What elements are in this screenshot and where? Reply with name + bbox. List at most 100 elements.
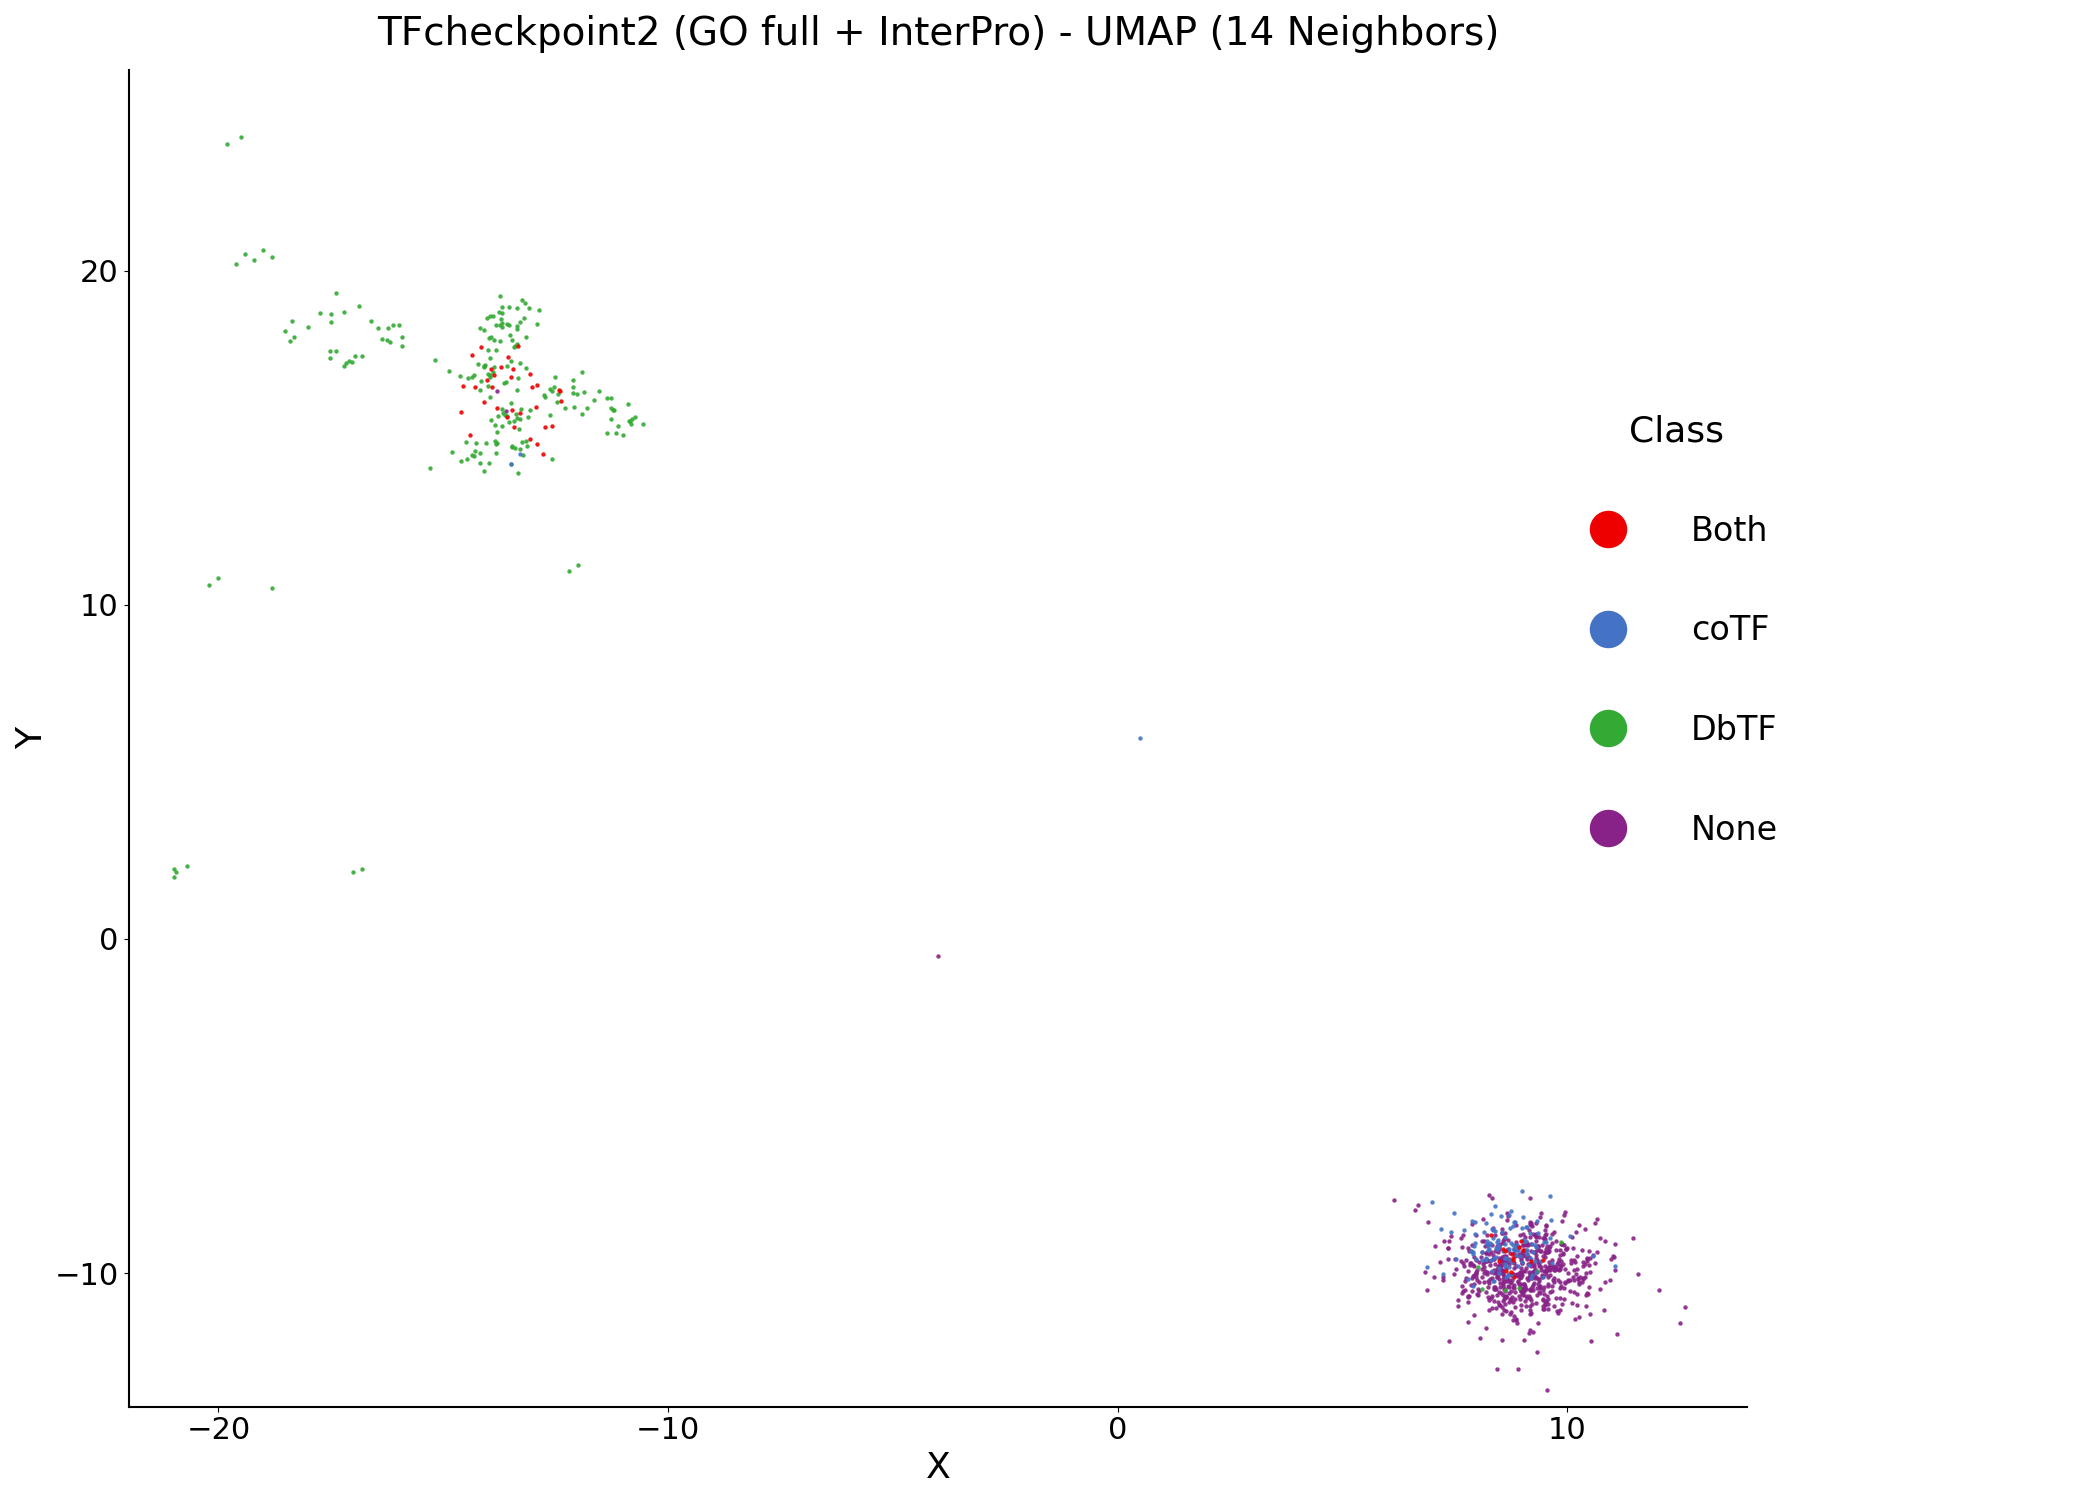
Point [1470, 1248, 1504, 1272]
Point [269, 318, 302, 342]
Point [344, 344, 378, 368]
Point [1497, 1251, 1531, 1275]
Point [1581, 1208, 1615, 1231]
Point [1504, 1260, 1537, 1284]
Point [458, 363, 491, 387]
Point [1533, 1280, 1567, 1304]
Point [1480, 1260, 1514, 1284]
Point [1504, 1256, 1537, 1280]
Point [527, 384, 561, 408]
Point [1485, 1204, 1518, 1228]
Point [611, 410, 645, 434]
Point [1483, 1280, 1516, 1304]
Point [1548, 1257, 1581, 1281]
Point [1527, 1258, 1560, 1282]
Point [1533, 1263, 1567, 1287]
Point [1522, 1274, 1556, 1298]
Point [1556, 1236, 1590, 1260]
Point [468, 354, 502, 378]
Point [1558, 1306, 1592, 1330]
Point [1594, 1248, 1628, 1272]
Point [1378, 1188, 1411, 1212]
Point [1514, 1302, 1548, 1326]
Point [1491, 1290, 1525, 1314]
Point [1520, 1266, 1554, 1290]
Point [1483, 1232, 1516, 1256]
Point [1522, 1252, 1556, 1276]
Point [491, 345, 525, 369]
Point [1518, 1224, 1552, 1248]
Point [1453, 1239, 1487, 1263]
Point [1455, 1240, 1489, 1264]
Point [1453, 1254, 1487, 1278]
Point [477, 327, 510, 351]
Point [1487, 1248, 1520, 1272]
Point [1533, 1236, 1567, 1260]
Point [1518, 1239, 1552, 1263]
Point [1480, 1234, 1514, 1258]
Point [1487, 1260, 1520, 1284]
Point [1508, 1228, 1541, 1252]
Point [1514, 1254, 1548, 1278]
Point [1497, 1233, 1531, 1257]
Point [1512, 1246, 1546, 1270]
Point [229, 242, 262, 266]
Point [1480, 1254, 1514, 1278]
Point [1504, 1245, 1537, 1269]
Point [1493, 1281, 1527, 1305]
Point [1573, 1246, 1607, 1270]
Point [1575, 1244, 1609, 1268]
Point [1642, 1278, 1676, 1302]
Point [1489, 1233, 1522, 1257]
Point [1480, 1296, 1514, 1320]
Point [202, 566, 235, 590]
Point [1460, 1248, 1493, 1272]
Point [1476, 1269, 1510, 1293]
Point [1522, 1254, 1556, 1278]
Point [1457, 1272, 1491, 1296]
Point [483, 330, 517, 354]
Point [1485, 1248, 1518, 1272]
Point [475, 324, 508, 348]
Point [1504, 1293, 1537, 1317]
Point [1468, 1258, 1502, 1282]
Point [578, 387, 611, 411]
Point [479, 429, 512, 453]
Point [1514, 1262, 1548, 1286]
Point [1506, 1282, 1539, 1306]
Point [1544, 1233, 1577, 1257]
Point [1537, 1266, 1571, 1290]
Point [1491, 1200, 1525, 1224]
Point [1489, 1254, 1522, 1278]
Point [1544, 1270, 1577, 1294]
Point [504, 351, 538, 375]
Point [1487, 1274, 1520, 1298]
Point [470, 338, 504, 362]
Point [1478, 1239, 1512, 1263]
Point [365, 327, 399, 351]
Point [1497, 1240, 1531, 1264]
Point [1480, 1238, 1514, 1262]
Point [1516, 1266, 1550, 1290]
Point [1466, 1252, 1499, 1276]
Point [1489, 1250, 1522, 1274]
Point [510, 429, 544, 453]
Point [542, 378, 575, 402]
Point [1562, 1266, 1596, 1290]
Point [1541, 1300, 1575, 1324]
Point [1487, 1260, 1520, 1284]
Point [1598, 1233, 1632, 1257]
Point [1525, 1239, 1558, 1263]
Point [1491, 1263, 1525, 1287]
Point [1485, 1328, 1518, 1352]
Point [1485, 1248, 1518, 1272]
Point [1502, 1272, 1535, 1296]
Point [1480, 1264, 1514, 1288]
Point [1544, 1254, 1577, 1278]
Point [1460, 1222, 1493, 1246]
Point [1577, 1210, 1611, 1234]
Point [481, 430, 514, 454]
Point [1529, 1214, 1562, 1237]
Point [1491, 1262, 1525, 1286]
Point [382, 314, 416, 338]
